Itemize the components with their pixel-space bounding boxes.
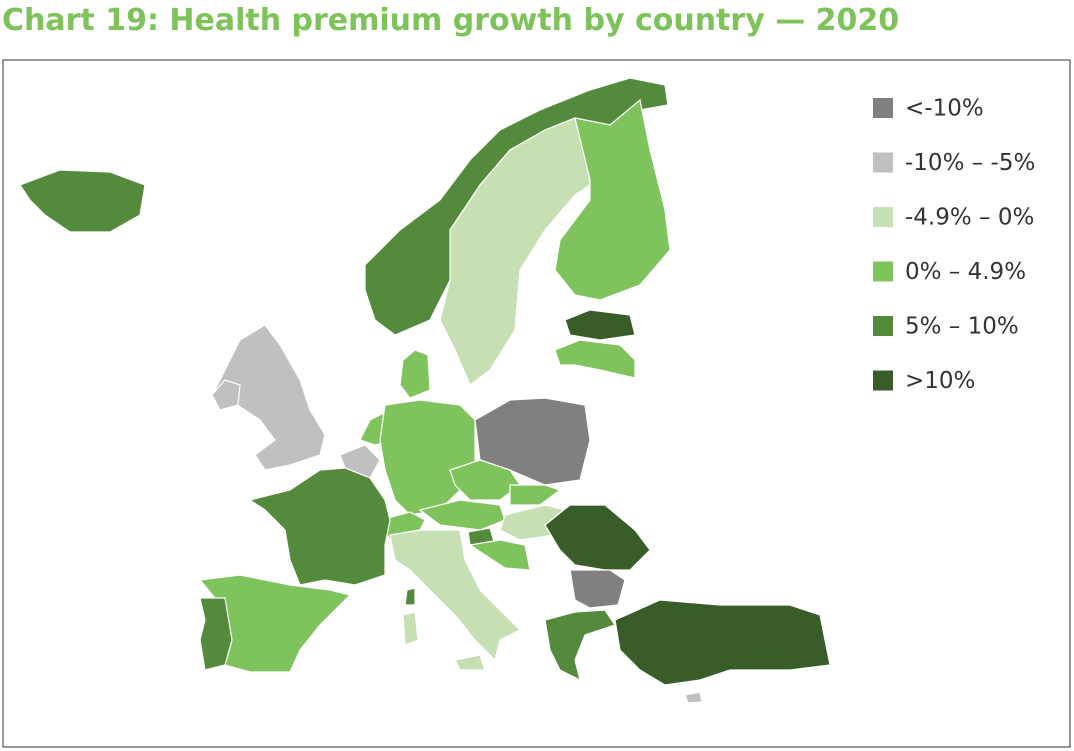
legend-label: 5% – 10%	[905, 314, 1019, 340]
country	[399, 349, 431, 399]
country	[454, 654, 486, 671]
country	[554, 339, 636, 379]
country	[554, 98, 671, 301]
country	[569, 569, 626, 609]
frame	[2, 59, 1071, 748]
legend-label: 0% – 4.9%	[905, 259, 1026, 285]
country	[199, 597, 233, 671]
country	[684, 691, 703, 704]
country	[439, 117, 591, 386]
country	[379, 399, 476, 516]
chart-title: Chart 19: Health premium growth by count…	[2, 3, 899, 38]
legend-swatch	[873, 152, 893, 173]
country	[248, 467, 391, 586]
legend-label: >10%	[905, 368, 975, 394]
country	[389, 529, 522, 662]
country	[564, 309, 636, 341]
legend-label: -10% – -5%	[905, 150, 1035, 176]
legend-label: -4.9% – 0%	[905, 205, 1034, 231]
country	[614, 599, 831, 686]
country	[544, 504, 651, 571]
country	[468, 539, 531, 571]
country	[402, 611, 419, 646]
country	[404, 587, 416, 606]
legend-swatch	[873, 370, 893, 391]
legend-swatch	[873, 316, 893, 336]
country	[19, 169, 146, 233]
country	[211, 379, 241, 411]
legend-label: <-10%	[905, 96, 984, 122]
country	[214, 324, 326, 471]
country	[509, 484, 562, 506]
legend-swatch	[873, 261, 893, 282]
legend-swatch	[873, 207, 893, 227]
country	[544, 609, 616, 682]
map	[19, 77, 831, 704]
legend-swatch	[873, 98, 893, 118]
